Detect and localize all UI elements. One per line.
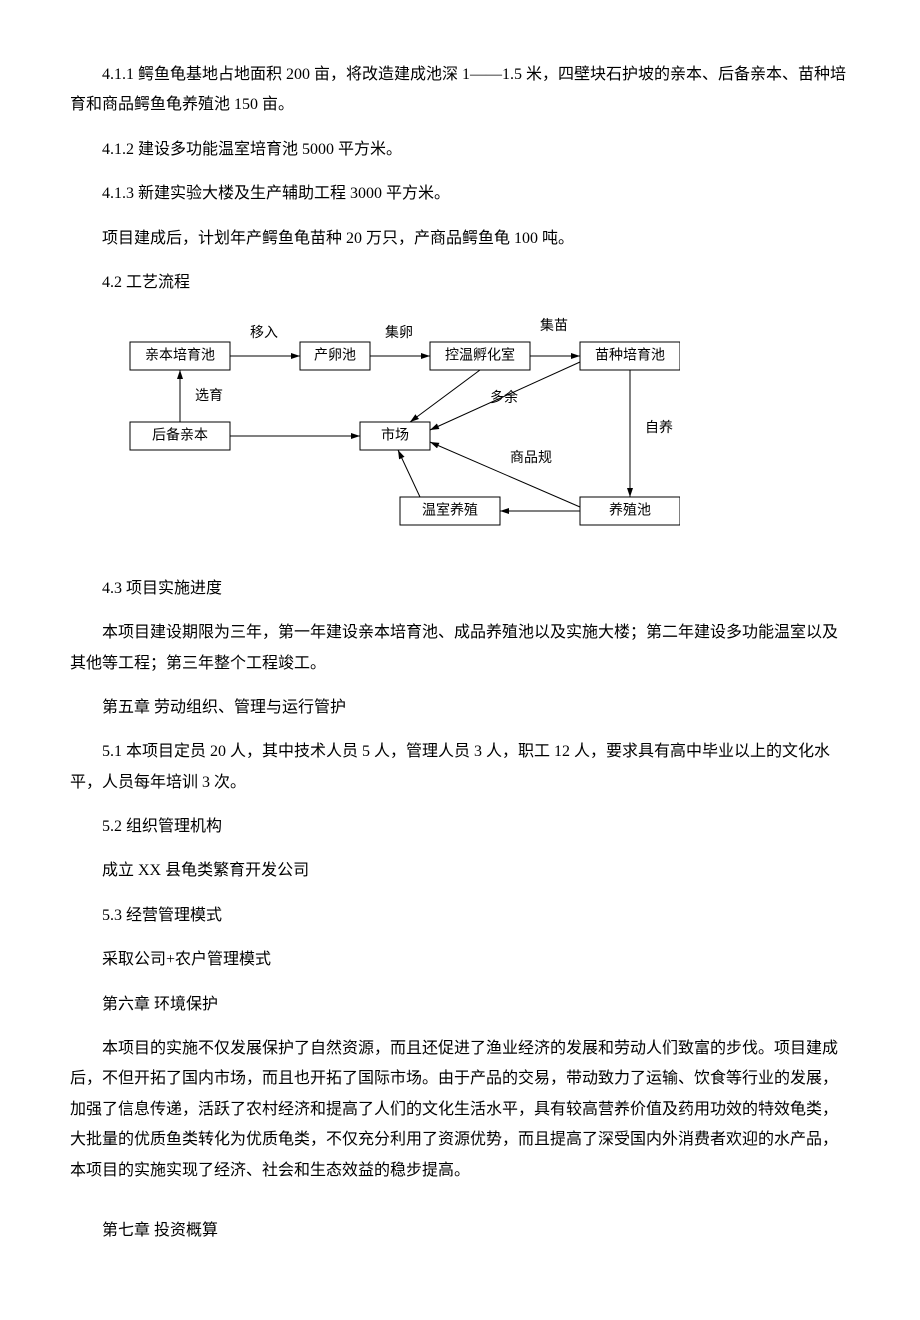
para-4-1-3: 4.1.3 新建实验大楼及生产辅助工程 3000 平方米。 (70, 179, 850, 209)
heading-4-2: 4.2 工艺流程 (70, 268, 850, 298)
svg-text:亲本培育池: 亲本培育池 (145, 348, 215, 364)
svg-text:市场: 市场 (381, 427, 409, 444)
process-flowchart: 移入集卵集苗选育多余自养商品规亲本培育池产卵池控温孵化室苗种培育池后备亲本市场温… (120, 312, 850, 543)
svg-text:集苗: 集苗 (540, 317, 568, 334)
para-result: 项目建成后，计划年产鳄鱼龟苗种 20 万只，产商品鳄鱼龟 100 吨。 (70, 224, 850, 254)
heading-ch5: 第五章 劳动组织、管理与运行管护 (70, 693, 850, 723)
heading-4-3: 4.3 项目实施进度 (70, 574, 850, 604)
svg-text:后备亲本: 后备亲本 (152, 427, 208, 444)
para-4-1-2: 4.1.2 建设多功能温室培育池 5000 平方米。 (70, 135, 850, 165)
heading-ch6: 第六章 环境保护 (70, 990, 850, 1020)
para-4-3-body: 本项目建设期限为三年，第一年建设亲本培育池、成品养殖池以及实施大楼；第二年建设多… (70, 618, 850, 679)
flowchart-svg: 移入集卵集苗选育多余自养商品规亲本培育池产卵池控温孵化室苗种培育池后备亲本市场温… (120, 312, 680, 532)
svg-text:控温孵化室: 控温孵化室 (445, 347, 515, 364)
svg-text:自养: 自养 (645, 420, 673, 436)
svg-text:产卵池: 产卵池 (314, 348, 356, 364)
svg-text:选育: 选育 (195, 388, 223, 404)
svg-text:温室养殖: 温室养殖 (422, 502, 478, 519)
heading-ch7: 第七章 投资概算 (70, 1216, 850, 1246)
svg-text:商品规: 商品规 (510, 450, 552, 466)
para-ch6-body: 本项目的实施不仅发展保护了自然资源，而且还促进了渔业经济的发展和劳动人们致富的步… (70, 1034, 850, 1186)
svg-text:养殖池: 养殖池 (609, 502, 651, 519)
heading-5-2: 5.2 组织管理机构 (70, 812, 850, 842)
para-5-3-body: 采取公司+农户管理模式 (70, 945, 850, 975)
heading-5-3: 5.3 经营管理模式 (70, 901, 850, 931)
svg-text:苗种培育池: 苗种培育池 (595, 348, 665, 364)
para-5-2-body: 成立 XX 县龟类繁育开发公司 (70, 856, 850, 886)
para-4-1-1: 4.1.1 鳄鱼龟基地占地面积 200 亩，将改造建成池深 1——1.5 米，四… (70, 60, 850, 121)
para-5-1: 5.1 本项目定员 20 人，其中技术人员 5 人，管理人员 3 人，职工 12… (70, 737, 850, 798)
svg-text:移入: 移入 (250, 325, 278, 341)
svg-text:集卵: 集卵 (385, 324, 413, 341)
